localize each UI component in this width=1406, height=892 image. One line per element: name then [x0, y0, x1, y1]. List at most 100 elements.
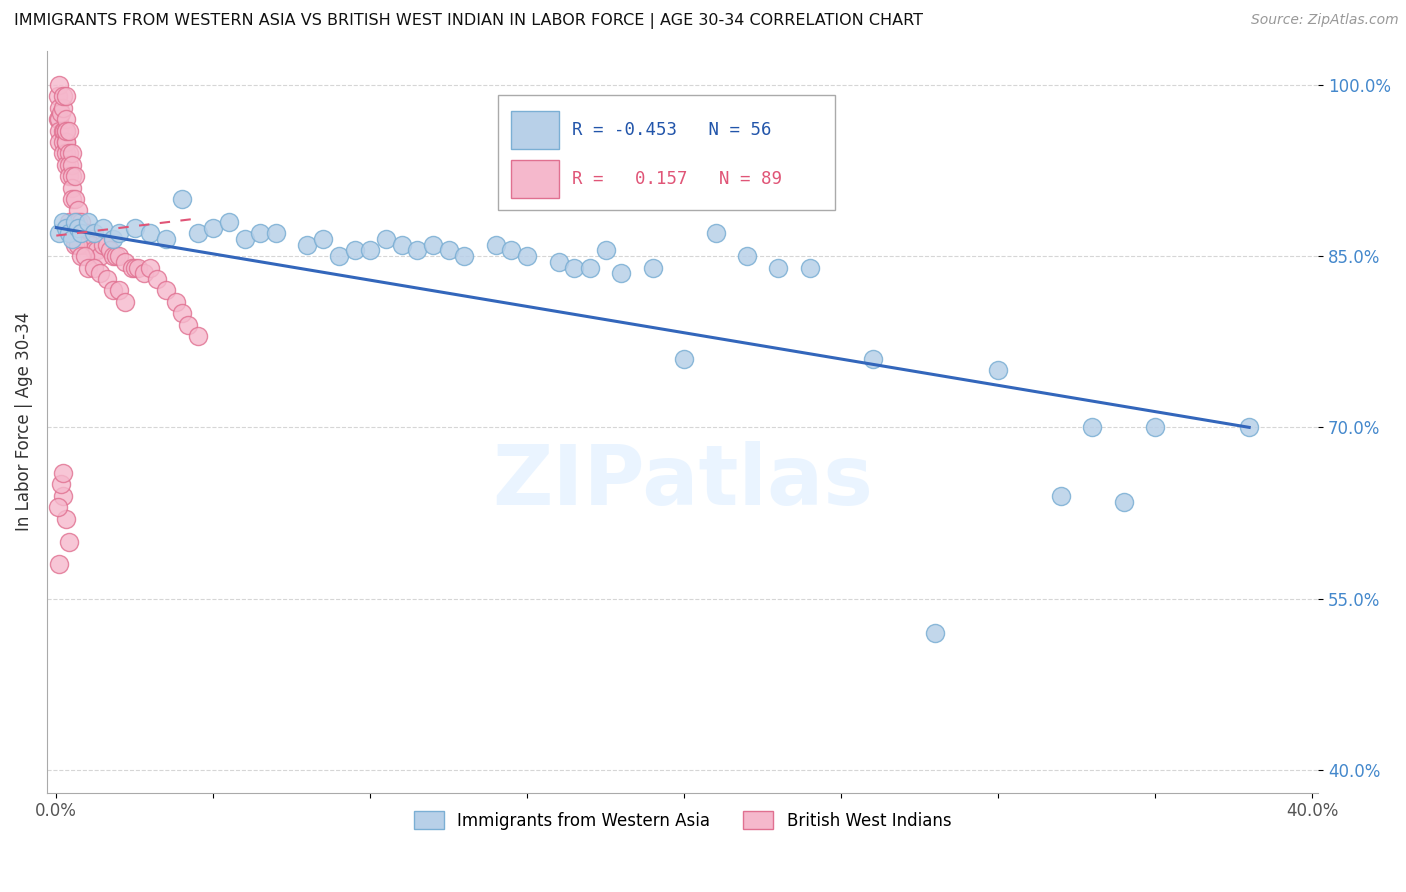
Point: [124, 260, 146, 275]
Point: [579, 260, 602, 275]
Point: [70, 249, 93, 263]
Point: [170, 192, 193, 206]
Point: [1050, 489, 1073, 503]
Point: [60, 158, 83, 172]
Point: [70, 215, 93, 229]
Point: [46, 112, 69, 127]
FancyBboxPatch shape: [510, 160, 560, 198]
Point: [114, 294, 136, 309]
Point: [104, 249, 127, 263]
Point: [139, 260, 162, 275]
Point: [704, 227, 727, 241]
Point: [55, 220, 77, 235]
Point: [562, 260, 585, 275]
Point: [202, 220, 225, 235]
Point: [768, 260, 790, 275]
Point: [58, 123, 80, 137]
Point: [63, 215, 86, 229]
Point: [987, 363, 1010, 377]
Legend: Immigrants from Western Asia, British West Indians: Immigrants from Western Asia, British We…: [408, 805, 957, 837]
Point: [73, 237, 96, 252]
Point: [437, 244, 460, 258]
Point: [55, 89, 77, 103]
Point: [312, 232, 335, 246]
Point: [60, 192, 83, 206]
Point: [60, 169, 83, 184]
Point: [165, 294, 187, 309]
Point: [101, 249, 124, 263]
Point: [70, 237, 93, 252]
Point: [48, 78, 70, 92]
Point: [799, 260, 821, 275]
Point: [53, 123, 76, 137]
Point: [52, 466, 75, 480]
Point: [60, 227, 83, 241]
Point: [67, 227, 90, 241]
Point: [58, 215, 80, 229]
Point: [108, 227, 131, 241]
Point: [80, 237, 103, 252]
Point: [170, 306, 193, 320]
Point: [453, 249, 475, 263]
Text: IMMIGRANTS FROM WESTERN ASIA VS BRITISH WEST INDIAN IN LABOR FORCE | AGE 30-34 C: IMMIGRANTS FROM WESTERN ASIA VS BRITISH …: [14, 13, 924, 29]
Point: [673, 351, 696, 366]
Point: [98, 244, 121, 258]
Point: [70, 227, 93, 241]
Point: [124, 220, 146, 235]
Point: [93, 220, 115, 235]
Point: [67, 203, 90, 218]
Point: [610, 266, 633, 280]
Point: [359, 244, 381, 258]
Point: [1081, 420, 1104, 434]
Point: [641, 260, 664, 275]
Point: [49, 477, 72, 491]
Point: [52, 101, 75, 115]
Point: [55, 123, 77, 137]
Point: [297, 237, 319, 252]
Point: [67, 237, 90, 252]
Point: [114, 255, 136, 269]
Point: [101, 232, 124, 246]
Point: [108, 249, 131, 263]
Point: [55, 158, 77, 172]
Point: [422, 237, 444, 252]
Text: R = -0.453   N = 56: R = -0.453 N = 56: [572, 121, 772, 139]
Point: [67, 237, 90, 252]
Point: [139, 227, 162, 241]
Point: [63, 227, 86, 241]
Point: [155, 232, 177, 246]
Point: [516, 249, 538, 263]
Point: [52, 489, 75, 503]
Point: [63, 237, 86, 252]
Point: [218, 215, 240, 229]
Point: [108, 284, 131, 298]
Point: [76, 215, 98, 229]
Point: [89, 249, 111, 263]
Point: [55, 135, 77, 149]
Point: [52, 135, 75, 149]
Point: [134, 266, 156, 280]
Point: [155, 284, 177, 298]
Point: [58, 534, 80, 549]
Point: [83, 260, 105, 275]
Point: [60, 180, 83, 194]
Point: [48, 123, 70, 137]
Point: [1237, 420, 1260, 434]
Point: [55, 146, 77, 161]
Point: [187, 227, 209, 241]
Point: [374, 232, 396, 246]
Point: [48, 558, 70, 572]
Point: [96, 272, 118, 286]
Point: [76, 237, 98, 252]
Point: [48, 112, 70, 127]
Point: [46, 89, 69, 103]
Point: [101, 284, 124, 298]
Point: [1112, 494, 1135, 508]
Point: [83, 227, 105, 241]
Point: [86, 244, 108, 258]
Point: [187, 329, 209, 343]
Point: [73, 227, 96, 241]
Point: [48, 135, 70, 149]
Point: [485, 237, 508, 252]
Point: [58, 227, 80, 241]
